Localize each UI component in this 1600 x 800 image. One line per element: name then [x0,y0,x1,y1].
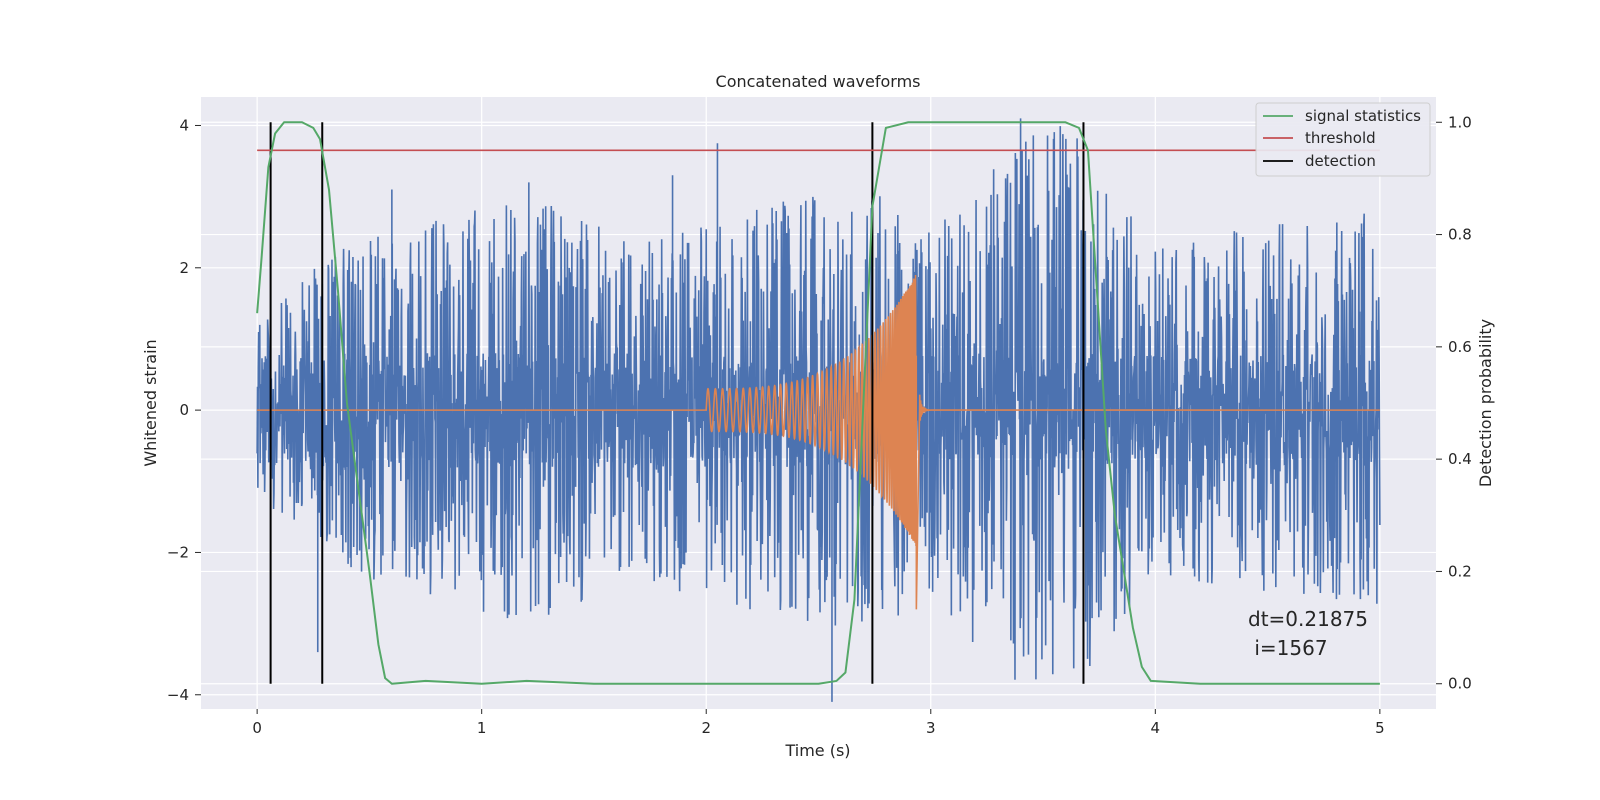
annotation: dt=0.21875 i=1567 [1248,607,1368,660]
ticks-layer: 0 1 2 3 4 5 −4 −2 0 2 4 0.0 0.2 0.4 0.6 0.8 1.0 [167,113,1472,737]
y2-tick-label: 1.0 [1448,113,1472,131]
series-layer [256,118,1381,702]
x-tick-label: 2 [701,719,711,737]
y2-tick-label: 0.8 [1448,226,1472,244]
y-tick-label: −4 [167,686,189,704]
series-signal-statistics [256,121,1380,685]
annotation-line-2: i=1567 [1248,636,1328,660]
y2-axis-title: Detection probability [1476,319,1495,487]
y-tick-label: 2 [179,259,189,277]
y-axis-title: Whitened strain [141,339,160,466]
x-tick-label: 4 [1151,719,1161,737]
x-axis-title: Time (s) [784,741,850,760]
series-waveform [257,275,1380,610]
legend-label-signal-statistics: signal statistics [1305,107,1421,125]
series-whitened-strain [256,118,1381,702]
y-tick-label: 4 [179,116,189,134]
annotation-line-1: dt=0.21875 [1248,607,1368,631]
chart-title: Concatenated waveforms [716,72,921,91]
y2-tick-label: 0.6 [1448,338,1472,356]
x-tick-label: 0 [252,719,262,737]
y2-tick-label: 0.0 [1448,675,1472,693]
legend-label-threshold: threshold [1305,129,1376,147]
y-tick-label: 0 [179,401,189,419]
legend: signal statistics threshold detection [1255,102,1431,177]
y2-tick-label: 0.4 [1448,450,1472,468]
y2-tick-label: 0.2 [1448,562,1472,580]
x-tick-label: 1 [477,719,487,737]
y-tick-label: −2 [167,543,189,561]
legend-label-detection: detection [1305,152,1376,170]
x-tick-label: 5 [1375,719,1385,737]
x-tick-label: 3 [926,719,936,737]
legend-box [1255,102,1431,177]
